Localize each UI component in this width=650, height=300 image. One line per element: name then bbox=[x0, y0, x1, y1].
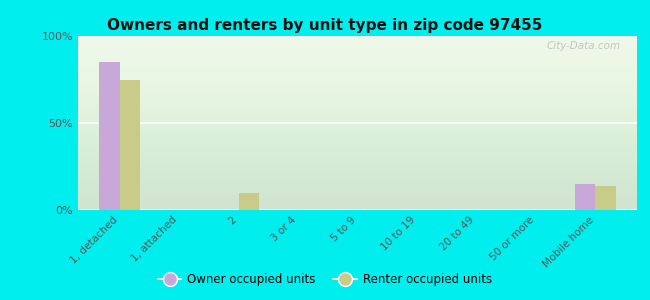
Bar bbox=[575, 184, 595, 210]
Bar bbox=[239, 193, 259, 210]
Text: City-Data.com: City-Data.com bbox=[546, 41, 620, 51]
Bar bbox=[120, 80, 140, 210]
Bar bbox=[99, 62, 120, 210]
Bar bbox=[595, 186, 616, 210]
Text: Owners and renters by unit type in zip code 97455: Owners and renters by unit type in zip c… bbox=[107, 18, 543, 33]
Legend: Owner occupied units, Renter occupied units: Owner occupied units, Renter occupied un… bbox=[153, 269, 497, 291]
